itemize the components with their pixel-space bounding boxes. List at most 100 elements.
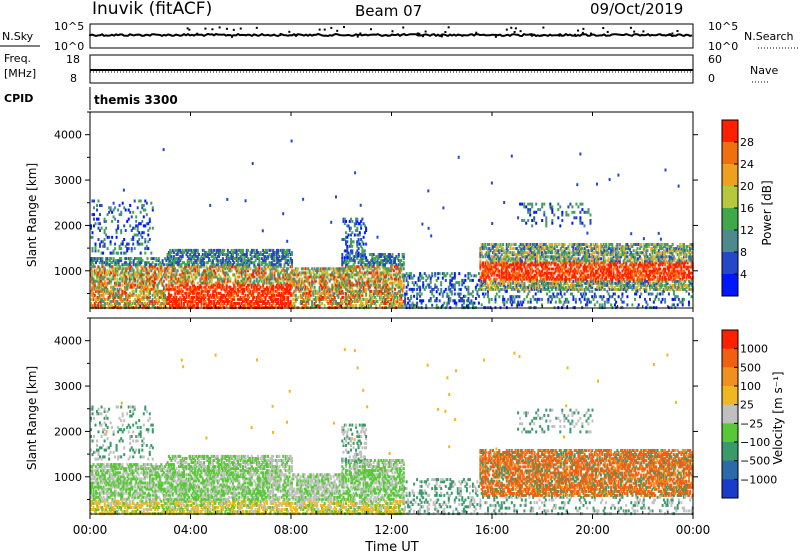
power-echo-cell: [106, 247, 109, 251]
power-echo-cell: [226, 302, 229, 305]
power-echo-cell: [249, 259, 252, 263]
power-echo-cell: [97, 289, 100, 293]
power-echo-cell: [196, 281, 199, 285]
power-echo-cell: [103, 289, 106, 293]
power-echo-cell: [150, 300, 153, 303]
power-echo-cell: [181, 255, 184, 259]
power-echo-cell: [169, 253, 172, 256]
power-echo-cell: [206, 304, 209, 308]
power-echo-cell: [183, 273, 185, 277]
power-echo-cell: [123, 267, 126, 271]
power-echo-cell: [126, 287, 129, 291]
power-echo-cell: [195, 297, 198, 301]
power-echo-cell: [146, 279, 149, 283]
power-echo-cell: [233, 273, 236, 277]
power-echo-cell: [128, 293, 131, 297]
power-echo-cell: [204, 285, 207, 289]
power-echo-cell: [208, 302, 211, 305]
power-echo-cell: [162, 302, 165, 305]
power-echo-cell: [221, 293, 224, 297]
power-echo-cell: [282, 289, 285, 293]
power-echo-cell: [270, 304, 273, 308]
power-echo-cell: [185, 293, 188, 297]
power-echo-cell: [165, 267, 168, 271]
power-echo-cell: [252, 297, 255, 301]
power-echo-cell: [94, 242, 97, 246]
power-echo-cell: [260, 297, 263, 301]
nsearch-dot: [676, 30, 679, 33]
power-echo-cell: [145, 283, 148, 287]
power-echo-cell: [529, 297, 532, 301]
power-echo-cell: [184, 300, 187, 303]
power-echo-cell: [151, 304, 154, 308]
power-echo-cell: [235, 248, 238, 252]
power-echo-cell: [260, 279, 263, 283]
power-echo-cell: [125, 271, 128, 275]
power-echo-cell: [194, 285, 197, 289]
power-echo-cell: [263, 261, 266, 265]
power-echo-cell: [201, 263, 204, 267]
power-echo-cell: [141, 297, 144, 301]
power-echo-cell: [188, 257, 190, 261]
power-echo-cell: [268, 277, 271, 281]
power-echo-cell: [145, 213, 148, 217]
power-echo-cell: [402, 283, 405, 287]
power-echo-cell: [352, 304, 355, 308]
power-echo-cell: [167, 291, 170, 295]
power-echo-cell: [181, 297, 184, 301]
power-echo-cell: [552, 267, 555, 271]
power-echo-cell: [260, 267, 263, 271]
power-echo-cell: [278, 285, 281, 289]
power-echo-cell: [134, 302, 136, 305]
power-echo-cell: [91, 269, 94, 273]
power-echo-cell: [191, 291, 194, 295]
power-echo-cell: [279, 293, 282, 297]
power-echo-cell: [170, 251, 173, 254]
power-echo-cell: [287, 255, 290, 259]
power-echo-cell: [154, 269, 157, 273]
power-echo-cell: [136, 281, 139, 285]
power-echo-cell: [151, 293, 154, 297]
power-echo-cell: [220, 261, 223, 265]
power-echo-cell: [108, 273, 111, 277]
power-echo-cell: [286, 289, 288, 293]
power-echo-cell: [188, 263, 190, 267]
power-echo-cell: [179, 279, 182, 283]
power-echo-cell: [167, 279, 170, 283]
power-echo-cell: [177, 261, 180, 265]
power-echo-cell: [282, 285, 285, 289]
power-echo-cell: [517, 300, 520, 304]
power-echo-cell: [162, 295, 165, 299]
power-echo-cell: [275, 285, 278, 289]
power-echo-cell: [245, 259, 248, 263]
power-echo-cell: [142, 295, 145, 299]
nsearch-dot: [318, 28, 321, 31]
power-echo-cell: [152, 277, 155, 281]
power-echo-cell: [233, 257, 236, 261]
power-echo-cell: [357, 247, 360, 251]
power-echo-cell: [363, 249, 366, 253]
power-echo-cell: [532, 269, 535, 273]
power-echo-cell: [233, 302, 236, 305]
power-echo-cell: [205, 255, 208, 259]
power-echo-cell: [252, 273, 255, 277]
power-echo-cell: [254, 285, 257, 289]
power-echo-cell: [267, 277, 270, 281]
power-echo-cell: [184, 283, 187, 287]
power-echo-cell: [277, 253, 280, 256]
power-echo-cell: [169, 255, 172, 259]
power-echo-cell: [157, 273, 160, 277]
power-echo-cell: [146, 257, 149, 261]
power-echo-cell: [186, 275, 189, 279]
power-echo-cell: [280, 285, 283, 289]
power-echo-cell: [137, 257, 140, 261]
power-echo-cell: [275, 289, 278, 293]
power-echo-cell: [142, 285, 145, 289]
power-echo-cell: [224, 300, 227, 303]
power-echo-cell: [289, 302, 292, 305]
power-echo-cell: [171, 275, 174, 279]
power-echo-cell: [321, 302, 324, 305]
power-echo-cell: [358, 231, 361, 235]
power-echo-cell: [402, 253, 405, 256]
power-echo-cell: [247, 304, 249, 308]
